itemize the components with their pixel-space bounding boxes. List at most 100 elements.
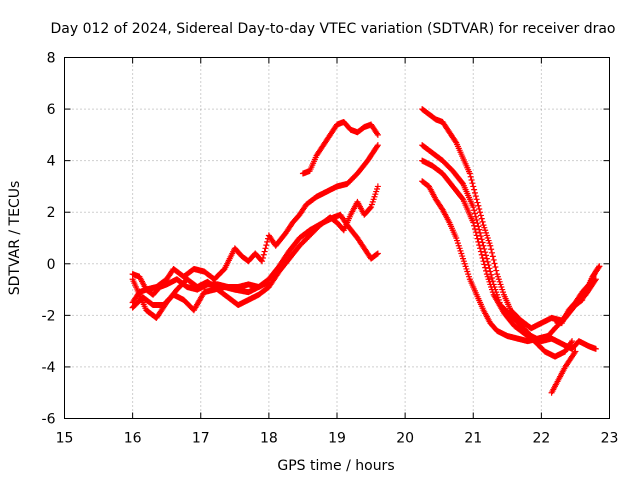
data-point xyxy=(477,229,484,236)
data-point xyxy=(568,339,575,346)
data-point xyxy=(478,236,485,243)
data-point xyxy=(262,245,269,252)
data-point xyxy=(484,258,491,265)
data-point xyxy=(367,205,374,212)
y-tick-label: -2 xyxy=(42,308,56,324)
data-point xyxy=(472,229,479,236)
data-point xyxy=(374,250,381,257)
series-trace-d xyxy=(129,271,272,298)
data-point xyxy=(473,196,480,203)
x-tick-label: 19 xyxy=(328,431,346,447)
data-point xyxy=(471,207,478,214)
data-point xyxy=(452,138,459,145)
data-point xyxy=(473,232,480,239)
y-tick-label: 4 xyxy=(47,154,56,170)
chart-title: Day 012 of 2024, Sidereal Day-to-day VTE… xyxy=(50,21,615,37)
data-point xyxy=(477,245,484,252)
y-axis: -6 -4 -2 0 2 4 6 8 xyxy=(42,51,610,428)
y-tick-label: 0 xyxy=(47,257,56,273)
data-point xyxy=(472,213,479,220)
data-point xyxy=(478,251,485,258)
data-point xyxy=(572,348,579,355)
data-point xyxy=(479,254,486,261)
data-point xyxy=(470,183,477,190)
x-tick-label: 21 xyxy=(464,431,482,447)
data-point xyxy=(374,131,381,138)
data-point xyxy=(482,249,489,256)
data-point xyxy=(472,193,479,200)
data-point xyxy=(479,218,486,225)
y-tick-label: -6 xyxy=(42,412,56,428)
series-trace-a xyxy=(129,142,381,306)
data-point xyxy=(477,212,484,219)
data-point xyxy=(477,233,484,240)
y-tick-label: 8 xyxy=(47,51,56,67)
data-point xyxy=(479,239,486,246)
data-point xyxy=(259,258,266,265)
data-point xyxy=(471,222,478,229)
data-point xyxy=(476,226,483,233)
data-point xyxy=(473,216,480,223)
data-point xyxy=(480,242,487,249)
series-trace-k xyxy=(552,263,603,327)
x-axis-label: GPS time / hours xyxy=(277,458,394,474)
data-point xyxy=(471,225,478,232)
series-trace-e xyxy=(299,118,381,177)
data-point xyxy=(467,173,474,180)
data-point xyxy=(475,202,482,209)
data-point xyxy=(480,258,487,265)
data-point xyxy=(571,349,578,356)
data-point xyxy=(475,223,482,230)
data-point xyxy=(489,253,496,260)
grid xyxy=(64,57,610,419)
data-point xyxy=(476,242,483,249)
data-point xyxy=(482,264,489,271)
data-point xyxy=(493,267,500,274)
x-tick-label: 23 xyxy=(601,431,619,447)
data-point xyxy=(474,235,481,242)
x-tick-label: 15 xyxy=(56,431,74,447)
y-tick-label: 6 xyxy=(47,102,56,118)
data-point xyxy=(374,142,381,149)
data-point xyxy=(260,251,267,258)
data-point xyxy=(374,130,381,137)
x-tick-label: 16 xyxy=(124,431,142,447)
data-point xyxy=(265,278,272,285)
data-point xyxy=(569,338,576,345)
data-point xyxy=(374,143,381,150)
data-point xyxy=(481,245,488,252)
data-point xyxy=(490,256,497,263)
data-point xyxy=(476,205,483,212)
data-point xyxy=(374,183,381,190)
data-point xyxy=(486,265,493,272)
data-point xyxy=(483,255,490,262)
data-point xyxy=(481,261,488,268)
y-axis-label: SDTVAR / TECUs xyxy=(7,181,23,296)
data-point xyxy=(470,204,477,211)
data-point xyxy=(478,215,485,222)
data-point xyxy=(489,278,496,285)
data-point xyxy=(488,249,495,256)
data-point xyxy=(492,264,499,271)
data-marks xyxy=(129,106,603,396)
data-point xyxy=(474,199,481,206)
data-point xyxy=(483,252,490,259)
series-trace-c xyxy=(129,183,381,321)
data-point xyxy=(259,254,266,261)
series-trace-h xyxy=(419,157,576,360)
data-point xyxy=(487,268,494,275)
data-point xyxy=(471,210,478,217)
data-point xyxy=(483,267,490,274)
data-point xyxy=(477,248,484,255)
data-point xyxy=(474,220,481,227)
data-point xyxy=(264,238,271,245)
data-point xyxy=(487,242,494,249)
data-point xyxy=(468,176,475,183)
x-tick-label: 17 xyxy=(192,431,210,447)
data-point xyxy=(488,274,495,281)
y-tick-label: -4 xyxy=(42,360,56,376)
data-point xyxy=(261,248,268,255)
data-point xyxy=(471,189,478,196)
data-point xyxy=(471,186,478,193)
